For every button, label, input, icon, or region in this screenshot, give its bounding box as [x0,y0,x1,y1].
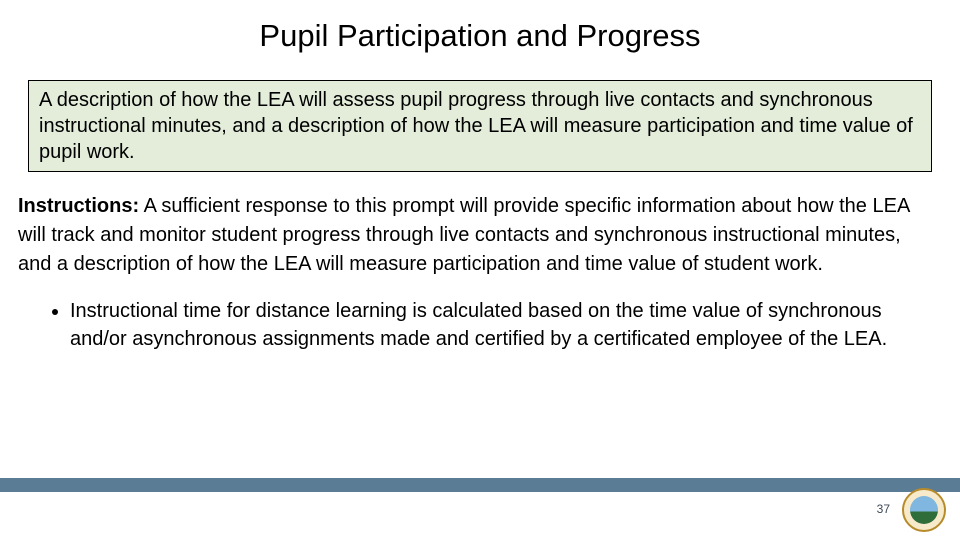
page-title: Pupil Participation and Progress [0,18,960,54]
instructions-label: Instructions: [18,195,139,217]
slide: Pupil Participation and Progress A descr… [0,0,960,540]
footer-band [0,478,960,492]
description-box: A description of how the LEA will assess… [28,80,932,172]
instructions-text: A sufficient response to this prompt wil… [18,195,909,275]
seal-icon [902,488,946,532]
seal-inner-icon [910,496,938,524]
page-number: 37 [877,502,890,516]
instructions-paragraph: Instructions: A sufficient response to t… [18,192,932,279]
bullet-list: Instructional time for distance learning… [52,297,900,353]
list-item: Instructional time for distance learning… [70,297,900,353]
